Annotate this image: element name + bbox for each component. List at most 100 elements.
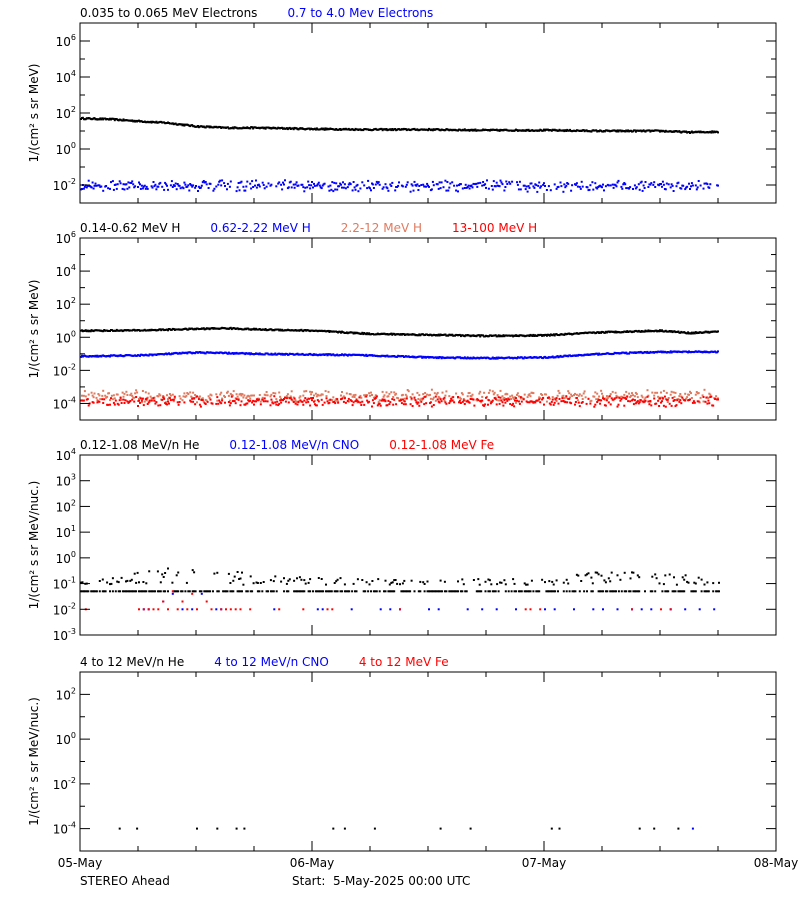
data-point	[205, 399, 208, 402]
data-point	[466, 395, 469, 398]
data-point	[708, 402, 711, 405]
data-point	[321, 608, 324, 611]
data-point	[197, 125, 199, 127]
data-point	[122, 395, 125, 398]
data-point	[167, 400, 169, 403]
data-point	[628, 590, 631, 593]
data-point	[156, 590, 159, 593]
data-point	[396, 355, 399, 358]
data-point	[212, 189, 215, 192]
y-tick-exponent: -4	[68, 821, 76, 830]
data-point	[691, 590, 694, 593]
data-point	[588, 188, 591, 191]
data-point	[551, 396, 554, 399]
data-point	[558, 827, 561, 830]
y-tick-label: 10-4	[53, 821, 76, 837]
data-point	[179, 187, 182, 190]
data-point	[241, 590, 243, 593]
data-point	[396, 582, 399, 585]
data-point	[492, 180, 495, 183]
data-point	[591, 582, 594, 585]
data-point	[150, 397, 153, 400]
data-point	[296, 590, 298, 593]
data-point	[285, 397, 288, 400]
data-point	[135, 396, 138, 398]
data-point	[135, 389, 138, 392]
data-point	[138, 398, 140, 400]
data-point	[635, 186, 638, 189]
data-point	[334, 399, 337, 402]
data-point	[274, 352, 277, 355]
data-point	[555, 187, 558, 190]
data-point	[109, 355, 111, 358]
data-point	[82, 187, 85, 190]
data-point	[536, 190, 539, 193]
data-point	[303, 399, 306, 402]
y-tick-label: 102	[56, 686, 76, 702]
data-point	[550, 827, 553, 830]
data-point	[605, 395, 608, 398]
data-point	[563, 397, 566, 400]
data-point	[491, 356, 494, 359]
data-point	[172, 400, 175, 403]
data-point	[216, 399, 219, 402]
data-point	[157, 395, 160, 398]
data-point	[457, 396, 459, 398]
data-point	[256, 582, 259, 584]
y-tick-base: 10	[56, 688, 71, 702]
data-point	[370, 189, 372, 192]
data-point	[495, 608, 498, 611]
data-point	[623, 590, 626, 593]
data-point	[191, 569, 194, 572]
data-point	[603, 189, 605, 192]
data-point	[469, 827, 472, 830]
data-point	[203, 590, 206, 593]
data-point	[541, 394, 544, 396]
data-point	[640, 180, 643, 183]
data-point	[452, 396, 455, 399]
data-point	[513, 582, 516, 585]
data-point	[186, 608, 189, 611]
data-point	[505, 398, 508, 401]
data-point	[539, 397, 542, 400]
data-point	[109, 403, 111, 406]
data-point	[284, 179, 286, 182]
data-point	[658, 330, 661, 333]
data-point	[560, 185, 563, 188]
data-point	[267, 590, 269, 593]
data-point	[173, 185, 176, 187]
data-point	[311, 399, 313, 402]
data-point	[657, 399, 660, 402]
data-point	[216, 590, 219, 593]
data-point	[394, 579, 397, 581]
data-point	[334, 188, 337, 191]
data-point	[441, 391, 444, 394]
data-point	[131, 394, 134, 397]
data-point	[274, 392, 277, 395]
y-tick-exponent: 6	[71, 230, 76, 239]
data-point	[325, 353, 328, 356]
data-point	[528, 186, 531, 189]
data-point	[505, 180, 508, 183]
data-point	[631, 571, 633, 574]
data-point	[422, 397, 425, 400]
data-point	[602, 608, 604, 611]
data-point	[108, 392, 110, 395]
data-point	[430, 405, 433, 408]
data-point	[368, 392, 371, 395]
data-point	[313, 184, 316, 187]
data-point	[332, 396, 335, 399]
data-point	[686, 332, 689, 335]
data-point	[669, 393, 672, 396]
data-point	[660, 183, 662, 185]
data-point	[595, 398, 598, 401]
data-point	[350, 608, 353, 611]
data-point	[636, 400, 639, 403]
data-point	[649, 590, 652, 593]
data-point	[642, 184, 645, 187]
data-point	[313, 400, 315, 403]
data-point	[404, 590, 407, 593]
data-point	[413, 397, 416, 400]
